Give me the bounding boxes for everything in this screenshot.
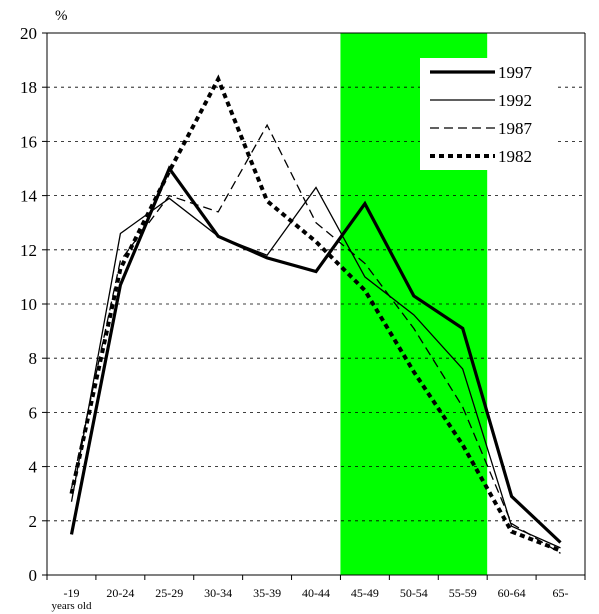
x-tick-label: -19 bbox=[63, 586, 79, 600]
legend-box bbox=[420, 58, 556, 170]
y-tick-label: 12 bbox=[20, 241, 37, 260]
x-tick-label: 45-49 bbox=[351, 586, 379, 600]
y-tick-label: 20 bbox=[20, 24, 37, 43]
y-tick-label: 14 bbox=[20, 187, 38, 206]
y-axis-unit-label: % bbox=[55, 8, 68, 24]
y-tick-label: 0 bbox=[29, 566, 38, 585]
x-tick-label: 20-24 bbox=[106, 586, 134, 600]
y-tick-label: 4 bbox=[29, 458, 38, 477]
y-tick-label: 18 bbox=[20, 78, 37, 97]
legend-label-1992: 1992 bbox=[498, 91, 532, 110]
y-tick-label: 8 bbox=[29, 349, 38, 368]
x-tick-label: 65- bbox=[553, 586, 569, 600]
x-tick-label: 60-64 bbox=[498, 586, 526, 600]
y-tick-label: 10 bbox=[20, 295, 37, 314]
y-tick-label: 2 bbox=[29, 512, 38, 531]
legend-label-1982: 1982 bbox=[498, 147, 532, 166]
series-line-1987 bbox=[70, 123, 561, 554]
x-tick-label: 30-34 bbox=[204, 586, 232, 600]
legend-label-1987: 1987 bbox=[498, 119, 533, 138]
x-tick-label: 50-54 bbox=[400, 586, 428, 600]
x-tick-label: 25-29 bbox=[155, 586, 183, 600]
x-tick-label: 40-44 bbox=[302, 586, 330, 600]
x-tick-label: 35-39 bbox=[253, 586, 281, 600]
x-axis-sub-label: years old bbox=[51, 600, 92, 612]
legend-label-1997: 1997 bbox=[498, 63, 533, 82]
y-tick-label: 6 bbox=[29, 403, 38, 422]
y-tick-label: 16 bbox=[20, 132, 37, 151]
x-tick-label: 55-59 bbox=[449, 586, 477, 600]
series-line-1997 bbox=[69, 165, 562, 544]
